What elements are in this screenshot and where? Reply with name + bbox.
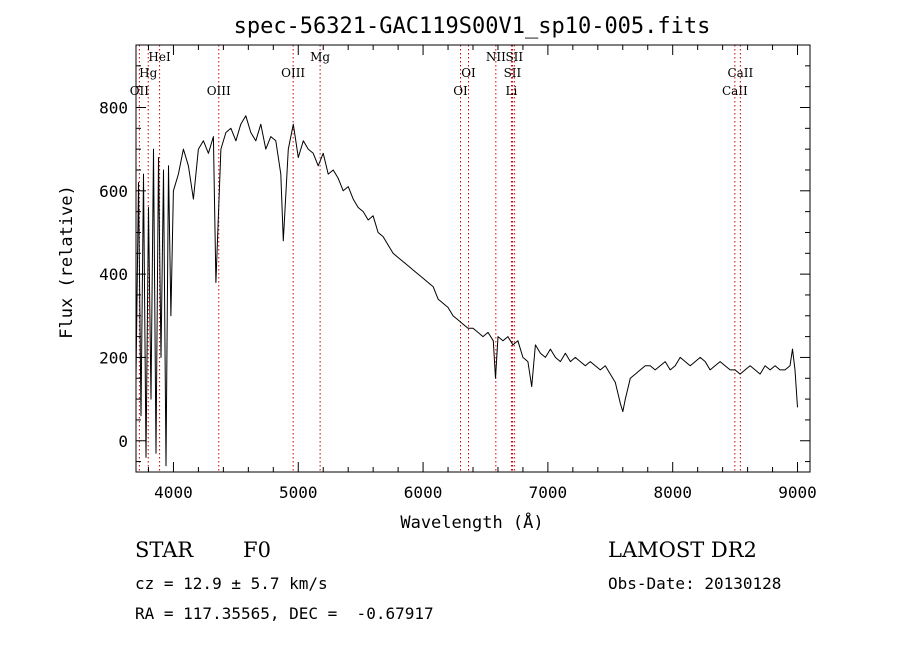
object-subclass: F0: [243, 538, 271, 562]
spectral-line-label: Li: [506, 84, 518, 98]
x-tick-label: 5000: [279, 483, 318, 502]
x-tick-label: 9000: [778, 483, 817, 502]
spectral-line-label: OII: [130, 84, 150, 98]
spectral-line-label: SII: [504, 66, 522, 80]
coordinates-text: RA = 117.35565, DEC = -0.67917: [135, 604, 434, 623]
survey-label: LAMOST DR2: [608, 538, 757, 562]
redshift-text: cz = 12.9 ± 5.7 km/s: [135, 574, 328, 593]
x-tick-label: 4000: [154, 483, 193, 502]
spectral-line-label: OI: [461, 66, 476, 80]
spectral-line-label: SII: [505, 50, 523, 64]
y-axis-label: Flux (relative): [57, 185, 77, 339]
y-tick-label: 400: [99, 265, 128, 284]
spectral-line-label: HeI: [148, 50, 171, 64]
spectral-lines: OIIHgHeIOIIIOIIIMgOIOINIISIILiSIICaIICaI…: [130, 45, 754, 472]
spectral-line-label: OI: [453, 84, 468, 98]
plot-frame: [135, 44, 811, 473]
spectral-line-label: NII: [486, 50, 506, 64]
y-tick-label: 600: [99, 182, 128, 201]
spectral-line-label: Mg: [310, 50, 330, 64]
plot-axes: 4000 5000 6000 7000 8000 9000 0 200 400 600 800: [99, 44, 817, 502]
x-axis-label: Wavelength (Å): [400, 511, 543, 533]
chart-title: spec-56321-GAC119S00V1_sp10-005.fits: [234, 14, 711, 39]
spectral-line-label: OIII: [207, 84, 231, 98]
spectral-line-label: CaII: [722, 84, 748, 98]
x-tick-label: 6000: [404, 483, 443, 502]
y-tick-label: 800: [99, 98, 128, 117]
spectral-line-label: OIII: [281, 66, 305, 80]
spectral-line-label: Hg: [139, 66, 157, 80]
spectrum-line: [135, 115, 798, 467]
y-tick-label: 200: [99, 348, 128, 367]
x-tick-label: 8000: [653, 483, 692, 502]
y-tick-label: 0: [118, 432, 128, 451]
obs-date-text: Obs-Date: 20130128: [608, 574, 782, 593]
spectral-line-label: CaII: [727, 66, 753, 80]
object-class: STAR: [135, 538, 194, 562]
x-tick-label: 7000: [529, 483, 568, 502]
